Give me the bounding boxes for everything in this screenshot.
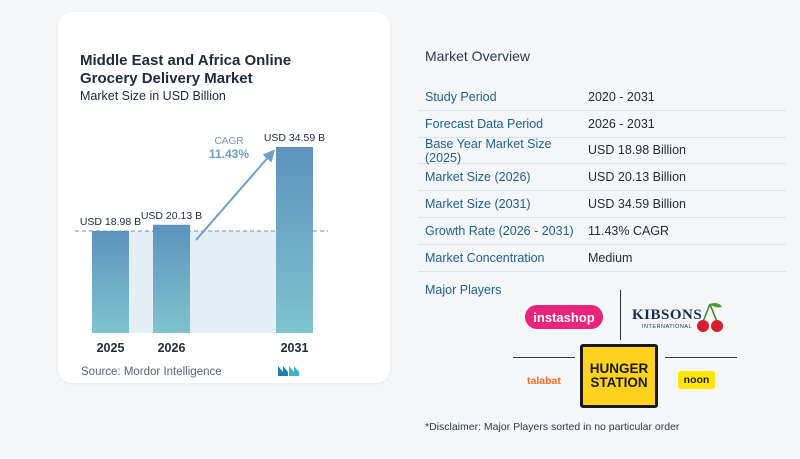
data-label-2031: USD 34.59 B	[264, 132, 325, 144]
overview-row: Market Size (2026) USD 20.13 Billion	[418, 164, 786, 192]
cherries-icon	[697, 303, 723, 332]
cagr-value: 11.43%	[209, 147, 249, 161]
kibsons-logo-subtext: INTERNATIONAL	[642, 324, 693, 330]
hungerstation-logo: HUNGER STATION	[580, 344, 658, 408]
hungerstation-logo-line2: STATION	[590, 375, 648, 390]
players-divider-vertical-top	[620, 290, 621, 340]
kibsons-logo: KIBSONS INTERNATIONAL	[632, 302, 724, 336]
chart-subtitle: Market Size in USD Billion	[80, 89, 226, 103]
overview-row-value: USD 34.59 Billion	[588, 197, 686, 212]
overview-row-key: Market Size (2026)	[425, 170, 531, 185]
players-divider-horizontal-left	[513, 357, 575, 358]
overview-row-key: Market Concentration	[425, 250, 545, 265]
overview-row: Forecast Data Period 2026 - 2031	[418, 111, 786, 138]
players-divider-horizontal-right	[665, 357, 737, 358]
x-tick-label-2026: 2026	[158, 341, 186, 355]
overview-row-value: USD 20.13 Billion	[588, 170, 686, 185]
overview-row-key: Study Period	[425, 89, 497, 104]
overview-row: Market Concentration Medium	[418, 245, 786, 272]
bar-2025	[92, 230, 129, 333]
talabat-logo: talabat	[527, 375, 561, 387]
overview-row: Study Period 2020 - 2031	[418, 84, 786, 111]
data-label-2026: USD 20.13 B	[141, 210, 202, 222]
bar-2031	[276, 147, 313, 333]
overview-row-value: 2026 - 2031	[588, 116, 655, 131]
overview-row: Base Year Market Size (2025) USD 18.98 Bi…	[418, 136, 786, 165]
cagr-arrow	[195, 149, 275, 241]
overview-row-key: Base Year Market Size (2025)	[425, 136, 552, 165]
data-label-2025: USD 18.98 B	[80, 216, 141, 228]
market-overview-table: Study Period 2020 - 2031 Forecast Data Per…	[418, 84, 786, 272]
overview-row-value: 11.43% CAGR	[588, 223, 670, 238]
x-tick-label-2025: 2025	[97, 341, 125, 355]
market-overview-title: Market Overview	[425, 48, 531, 64]
instashop-logo-text: instashop	[533, 309, 595, 325]
chart-title: Middle East and Africa Online Grocery De…	[80, 52, 292, 87]
overview-row: Growth Rate (2026 - 2031) 11.43% CAGR	[418, 218, 786, 245]
overview-row-value: 2020 - 2031	[588, 89, 655, 104]
noon-logo-text: noon	[683, 374, 710, 386]
overview-row-value: Medium	[588, 250, 633, 265]
source-note: Source: Mordor Intelligence	[81, 366, 222, 378]
major-players-title: Major Players	[425, 283, 502, 297]
disclaimer-note: *Disclaimer: Major Players sorted in no …	[425, 421, 680, 433]
instashop-logo: instashop	[525, 305, 603, 329]
overview-row-key: Growth Rate (2026 - 2031)	[425, 223, 574, 238]
x-tick-label-2031: 2031	[281, 341, 309, 355]
mordor-intelligence-logo-icon	[278, 366, 299, 376]
overview-row: Market Size (2031) USD 34.59 Billion	[418, 191, 786, 218]
bar-2026	[153, 224, 190, 333]
hungerstation-logo-line1: HUNGER	[589, 361, 649, 376]
overview-row-key: Market Size (2031)	[425, 197, 531, 212]
overview-row-value: USD 18.98 Billion	[588, 143, 686, 158]
cagr-label: CAGR	[215, 136, 244, 147]
kibsons-logo-text: KIBSONS	[632, 307, 703, 323]
overview-row-key: Forecast Data Period	[425, 116, 544, 131]
noon-logo: noon	[678, 371, 715, 389]
